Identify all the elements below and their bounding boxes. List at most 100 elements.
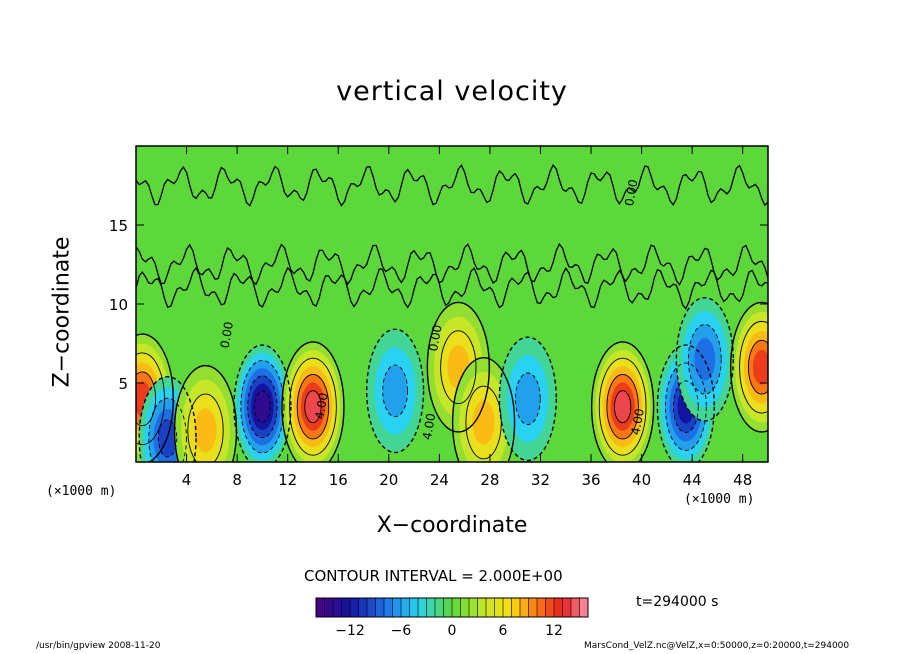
- contour-6-3: [440, 330, 477, 404]
- colorbar-swatch: [443, 598, 453, 617]
- colorbar-swatch: [528, 598, 538, 617]
- y-tick-label: 10: [109, 296, 128, 314]
- contour-3-7: [254, 390, 271, 423]
- cell-5: [366, 329, 424, 453]
- colorbar-swatch: [435, 598, 444, 617]
- zero-contour-1: [136, 242, 768, 286]
- contour-12-3: [739, 320, 768, 414]
- contour-7-1: [451, 357, 516, 462]
- colorbar-swatch: [375, 598, 385, 617]
- colorbar-swatch: [494, 598, 504, 617]
- contour-label: 0.00: [622, 178, 640, 207]
- contour-9-3: [598, 357, 647, 456]
- x-tick-label: 12: [278, 471, 297, 489]
- cell-3-level-7: [254, 391, 271, 423]
- contour-9-5: [606, 373, 639, 440]
- colorbar-swatch: [460, 598, 470, 617]
- contour-9-1: [590, 341, 655, 462]
- contour-4-7: [304, 390, 322, 424]
- contour-5-1: [365, 328, 425, 454]
- x-tick-label: 8: [232, 471, 242, 489]
- colorbar-swatch: [571, 598, 580, 617]
- contour-label: 4.00: [312, 392, 330, 421]
- colorbar-swatch: [562, 598, 572, 617]
- contour-9-7: [613, 390, 632, 424]
- contour-6-1: [426, 301, 490, 433]
- contour-2-3: [187, 393, 224, 462]
- y-tick-label: 15: [109, 217, 128, 235]
- colorbar-swatch: [511, 598, 521, 617]
- x-unit-label-right: (×1000 m): [684, 492, 755, 507]
- contour-8-3: [514, 372, 541, 426]
- chart-title: vertical velocity: [336, 76, 568, 107]
- colorbar-swatch: [392, 598, 402, 617]
- colorbar-swatch: [537, 598, 546, 617]
- cell-7: [452, 357, 515, 462]
- colorbar-swatch: [452, 598, 461, 617]
- cell-4-level-7: [304, 390, 322, 423]
- contour-11-3: [687, 324, 722, 395]
- footer-source: MarsCond_VelZ.nc@VelZ,x=0:50000,z=0:2000…: [584, 641, 850, 651]
- colorbar-swatch: [503, 598, 512, 617]
- colorbar-swatch: [520, 598, 529, 617]
- x-tick-label: 20: [379, 471, 398, 489]
- contour-lines: 0.00 0.00 0.00 4.00 4.00 4.00: [136, 163, 768, 462]
- colorbar-swatch: [367, 598, 376, 617]
- contour-10-5: [672, 380, 699, 433]
- colorbar-swatch: [324, 598, 334, 617]
- colorbar-swatch: [384, 598, 393, 617]
- colorbar-swatch: [545, 598, 555, 617]
- contour-label: 0.00: [426, 324, 444, 353]
- cell-4: [282, 341, 344, 462]
- colorbar-swatch: [469, 598, 478, 617]
- cell-9: [591, 341, 654, 462]
- cell-7-level-4: [472, 400, 495, 445]
- x-tick-label: 4: [182, 471, 192, 489]
- contour-3-3: [240, 359, 285, 454]
- contour-12-5: [747, 339, 768, 395]
- colorbar-tick-label: −12: [335, 623, 365, 639]
- cell-2: [174, 365, 237, 462]
- contour-label: 0.00: [218, 321, 236, 350]
- contour-3-5: [247, 375, 278, 439]
- colorbar-swatch: [477, 598, 487, 617]
- y-axis: 5 10 15: [109, 217, 768, 393]
- cell-9-level-7: [614, 390, 631, 423]
- colorbar-swatch: [350, 598, 359, 617]
- contour-4-1: [281, 341, 345, 462]
- colorbar-swatch: [409, 598, 419, 617]
- contour-1-5: [157, 419, 178, 458]
- contour-1-3: [148, 397, 187, 462]
- contour-4-3: [289, 357, 337, 456]
- contour-11-1: [675, 296, 734, 422]
- colorbar-swatch: [333, 598, 342, 617]
- contour-0-5: [136, 371, 157, 427]
- contour-8-1: [498, 336, 557, 462]
- contour-interval-text: CONTOUR INTERVAL = 2.000E+00: [304, 567, 563, 585]
- contour-10-3: [664, 362, 707, 451]
- time-label: t=294000 s: [636, 594, 719, 610]
- contour-5-3: [382, 364, 408, 418]
- zero-contour-0: [136, 266, 768, 310]
- contour-1-1: [138, 375, 197, 462]
- cell-8: [499, 337, 557, 461]
- colorbar-swatch: [358, 598, 368, 617]
- colorbar-swatch: [316, 598, 325, 617]
- colorbar-tick-label: −6: [391, 623, 412, 639]
- contour-3-1: [233, 344, 292, 462]
- colorbar-frame: [315, 597, 589, 618]
- colorbar-swatch: [426, 598, 436, 617]
- x-tick-label: 32: [531, 471, 550, 489]
- contour-label: 4.00: [420, 412, 438, 441]
- contour-0-1: [136, 333, 174, 462]
- contour-4-5: [296, 373, 330, 440]
- cell-12-level-6: [752, 349, 768, 385]
- colorbar-swatch: [554, 598, 563, 617]
- y-tick-label: 5: [118, 375, 128, 393]
- x-tick-label: 40: [632, 471, 651, 489]
- colorbar: −12 −6 0 6 12: [315, 597, 589, 639]
- colorbar-tick-label: 12: [545, 623, 563, 639]
- x-tick-label: 16: [329, 471, 348, 489]
- colorbar-swatch: [401, 598, 410, 617]
